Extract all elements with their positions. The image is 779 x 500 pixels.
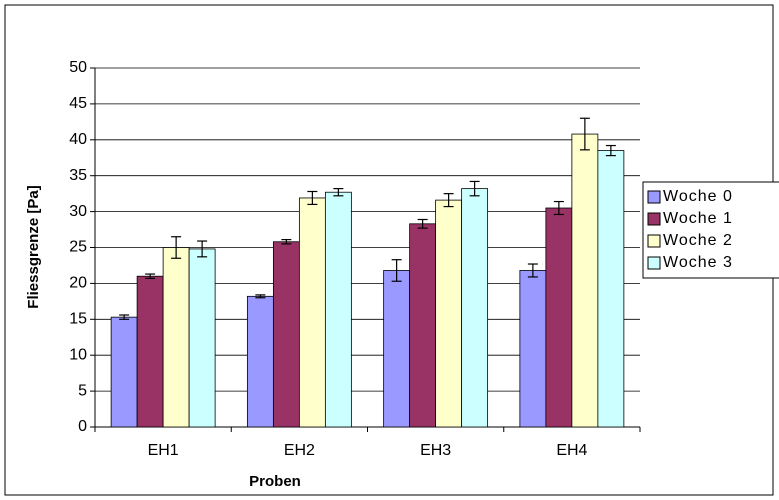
- bar: [162, 247, 190, 428]
- bar: [246, 295, 274, 428]
- error-bar: [605, 144, 616, 157]
- y-tick-label: 45: [69, 95, 87, 112]
- bar: [435, 199, 463, 428]
- bar: [571, 133, 599, 428]
- legend-label: Woche 1: [663, 210, 733, 227]
- y-tick-label: 15: [69, 311, 87, 328]
- error-bar: [391, 259, 402, 282]
- x-tick-label: EH1: [148, 442, 179, 459]
- bar: [298, 197, 326, 428]
- y-tick-label: 0: [78, 418, 87, 435]
- error-bar: [579, 117, 590, 151]
- bar: [324, 191, 352, 428]
- error-bar: [469, 180, 480, 197]
- bar: [188, 248, 216, 428]
- x-axis-label: Proben: [249, 473, 301, 490]
- legend-swatch: [647, 234, 661, 248]
- y-tick-label: 40: [69, 131, 87, 148]
- y-axis-label: Fliessgrenze [Pa]: [25, 185, 42, 308]
- error-bar: [553, 200, 564, 216]
- legend-swatch: [647, 212, 661, 226]
- error-bar: [443, 193, 454, 208]
- y-tick-label: 5: [78, 382, 87, 399]
- legend-label: Woche 2: [663, 232, 733, 249]
- error-bar: [197, 240, 208, 258]
- error-bar: [333, 188, 344, 197]
- bar: [545, 207, 573, 428]
- error-bar: [119, 314, 130, 320]
- error-bar: [527, 263, 538, 278]
- bar: [409, 223, 437, 428]
- bar: [597, 150, 625, 428]
- x-tick-label: EH3: [420, 442, 451, 459]
- error-bar: [307, 190, 318, 206]
- bar: [461, 188, 489, 428]
- bar: [383, 270, 411, 428]
- legend-swatch: [647, 256, 661, 270]
- legend-box: [642, 181, 779, 279]
- y-tick-label: 50: [69, 59, 87, 76]
- bar: [136, 275, 164, 428]
- y-tick-label: 25: [69, 239, 87, 256]
- legend-label: Woche 3: [663, 254, 733, 271]
- y-tick-label: 20: [69, 275, 87, 292]
- error-bar: [171, 236, 182, 259]
- bar: [519, 270, 547, 428]
- legend-label: Woche 0: [663, 188, 733, 205]
- error-bar: [417, 218, 428, 229]
- x-tick-label: EH4: [556, 442, 587, 459]
- error-bar: [255, 294, 266, 299]
- bar: [110, 316, 138, 428]
- x-tick-label: EH2: [284, 442, 315, 459]
- y-tick-label: 10: [69, 346, 87, 363]
- y-tick-label: 35: [69, 167, 87, 184]
- y-tick-label: 30: [69, 203, 87, 220]
- bar: [272, 241, 300, 428]
- error-bar: [145, 273, 156, 279]
- legend-swatch: [647, 190, 661, 204]
- error-bar: [281, 239, 292, 245]
